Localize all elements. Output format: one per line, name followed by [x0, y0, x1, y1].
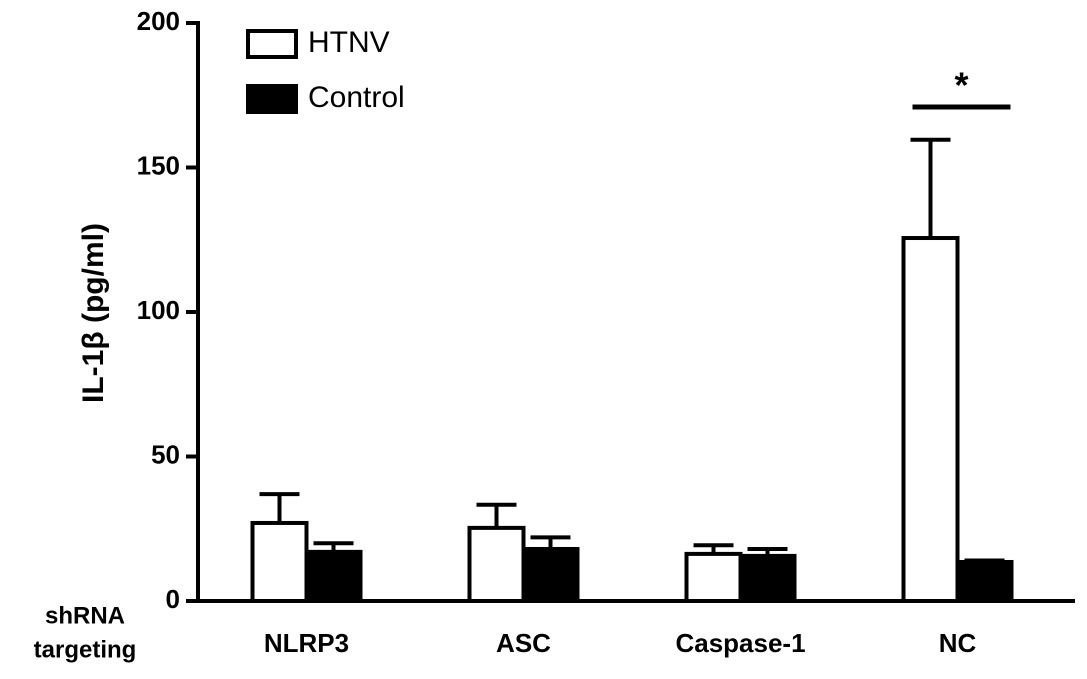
- bar: [250, 520, 309, 603]
- bar: [684, 551, 743, 604]
- legend-label: HTNV: [308, 26, 390, 59]
- annotation: *: [954, 65, 968, 106]
- bar: [901, 236, 960, 604]
- y-tick-label: 0: [166, 584, 180, 614]
- legend-label: Control: [308, 81, 405, 114]
- bar: [521, 546, 580, 603]
- legend-swatch: [246, 29, 298, 59]
- bar: [738, 553, 797, 604]
- x-tick-label: Caspase-1: [675, 628, 805, 658]
- x-axis-label: shRNA: [45, 602, 125, 629]
- legend-swatch: [246, 84, 298, 114]
- bar: [955, 559, 1014, 603]
- x-axis-label: targeting: [34, 636, 137, 663]
- x-tick-label: NC: [939, 628, 977, 658]
- y-tick-label: 200: [137, 6, 180, 36]
- x-tick-label: NLRP3: [264, 628, 349, 658]
- y-axis-label: IL-1β (pg/ml): [77, 223, 110, 403]
- y-tick-label: 50: [151, 439, 180, 469]
- y-tick-label: 100: [137, 295, 180, 325]
- bar: [304, 549, 363, 603]
- y-tick-label: 150: [137, 150, 180, 180]
- bar: [467, 525, 526, 603]
- x-tick-label: ASC: [496, 628, 551, 658]
